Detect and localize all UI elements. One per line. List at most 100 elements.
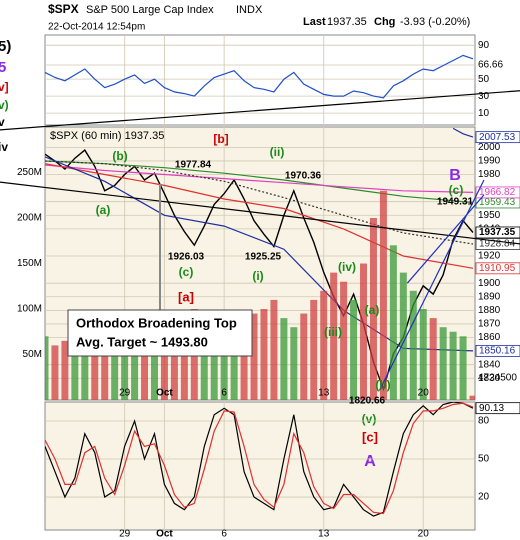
series-line	[45, 402, 474, 515]
volume-bar	[290, 327, 298, 400]
y-tick-label: 1980	[478, 169, 501, 180]
annotation: (a)	[365, 303, 380, 317]
annotation: (a)	[96, 203, 111, 217]
volume-bar	[320, 290, 328, 400]
y-tick-label: 1830	[478, 373, 501, 384]
annotation: [a]	[178, 289, 194, 304]
annotation: (b)	[112, 149, 127, 163]
volume-bar	[369, 218, 377, 400]
volume-bar	[379, 190, 387, 400]
volume-bar	[170, 318, 178, 400]
y-tick-label: 20	[478, 492, 490, 503]
annotation: 1970.36	[285, 171, 322, 182]
annotation: (ii)	[270, 145, 285, 159]
y-tick-label: 50	[478, 454, 490, 465]
volume-bar	[409, 290, 417, 400]
x-tick-label: Oct	[156, 529, 173, 540]
y-tick-label: 1890	[478, 291, 501, 302]
y-tick-label: 1900	[478, 278, 501, 289]
x-tick-label: 6	[221, 388, 227, 399]
value-box-label: 1966.82	[479, 187, 516, 198]
stoch-panel	[44, 401, 476, 531]
trendline	[0, 181, 520, 245]
margin-label: 5	[0, 59, 6, 76]
value-box	[475, 238, 520, 250]
annotation: 1949.31	[437, 197, 474, 208]
margin-label: iv	[0, 140, 8, 154]
volume-bar	[101, 318, 109, 400]
y2-tick-label: 50M	[23, 349, 42, 360]
volume-bar	[45, 336, 49, 400]
x-tick-label: 29	[119, 529, 131, 540]
volume-bar	[200, 327, 208, 400]
y-tick-label: 90	[478, 40, 490, 51]
layer: 9066.6650301029Oct6132020001990198019601…	[0, 35, 520, 540]
last-value: 1937.35	[327, 16, 367, 28]
trendline	[0, 90, 520, 131]
value-box-label: 1910.95	[479, 263, 516, 274]
annotation: 1925.25	[245, 252, 282, 263]
y2-tick-label: 200M	[17, 213, 42, 224]
volume-bar	[300, 313, 308, 400]
margin-label: v	[0, 115, 5, 129]
volume-bar	[389, 245, 397, 400]
margin-label: v)	[0, 98, 9, 112]
price-title: $SPX (60 min) 1937.35	[50, 130, 164, 142]
trendline	[406, 194, 485, 284]
value-box	[475, 402, 520, 415]
series-line	[45, 402, 474, 517]
volume-bar	[220, 340, 228, 400]
panel-content	[45, 402, 475, 530]
rsi-panel	[44, 34, 476, 126]
y-tick-label: 1840	[478, 359, 501, 370]
x-tick-label: 13	[318, 529, 330, 540]
value-box	[475, 131, 520, 144]
volume-bar	[419, 309, 427, 400]
y-tick-label: 30	[478, 91, 490, 102]
panel-content	[45, 127, 475, 400]
annotation: (b)	[375, 378, 390, 392]
y-tick-label: 80	[478, 416, 490, 427]
x-tick-label: 13	[318, 388, 330, 399]
value-box-label: 90.13	[479, 403, 504, 414]
volume-bar	[81, 327, 89, 400]
annotation: 1926.03	[168, 252, 205, 263]
value-box-label: 1937.35	[479, 227, 516, 238]
value-box-label: 2007.53	[479, 132, 516, 143]
annotation: [b]	[213, 132, 228, 146]
annotation: (i)	[252, 269, 263, 283]
callout-line: Avg. Target ~ 1493.80	[76, 334, 208, 349]
panel-content	[45, 35, 475, 125]
y-tick-label: 1870	[478, 319, 501, 330]
annotation: [c]	[362, 429, 378, 444]
y-tick-label: 50	[478, 74, 490, 85]
volume-bar	[51, 345, 59, 400]
value-box	[475, 186, 520, 199]
y-tick-label: 1990	[478, 156, 501, 167]
x-tick-label: 29	[119, 388, 131, 399]
annotation: 1820.66	[349, 396, 386, 407]
volume-bar	[230, 345, 238, 400]
volume-bar	[150, 345, 158, 400]
annotation: B	[449, 167, 461, 184]
volume-bar	[429, 318, 437, 400]
volume-bar	[61, 340, 69, 400]
annotation: A	[364, 453, 376, 470]
datetime: 22-Oct-2014 12:54pm	[48, 22, 145, 33]
value-box-label: 1959.43	[479, 197, 516, 208]
series-line	[452, 127, 474, 138]
chg-label: Chg	[374, 16, 395, 28]
y2-tick-label: 250M	[17, 167, 42, 178]
annotation: (c)	[449, 183, 464, 197]
volume-bar	[260, 309, 268, 400]
value-box	[475, 226, 520, 239]
x-tick-label: 6	[221, 529, 227, 540]
y-tick-label: 1860	[478, 332, 501, 343]
callout-line: Orthodox Broadening Top	[76, 315, 237, 330]
chg-value: -3.93 (-0.20%)	[400, 16, 470, 28]
y-tick-label: 1920	[478, 251, 501, 262]
volume-bar	[250, 313, 258, 400]
value-box-label: 1928.84	[479, 239, 516, 250]
volume-bar	[310, 299, 318, 400]
